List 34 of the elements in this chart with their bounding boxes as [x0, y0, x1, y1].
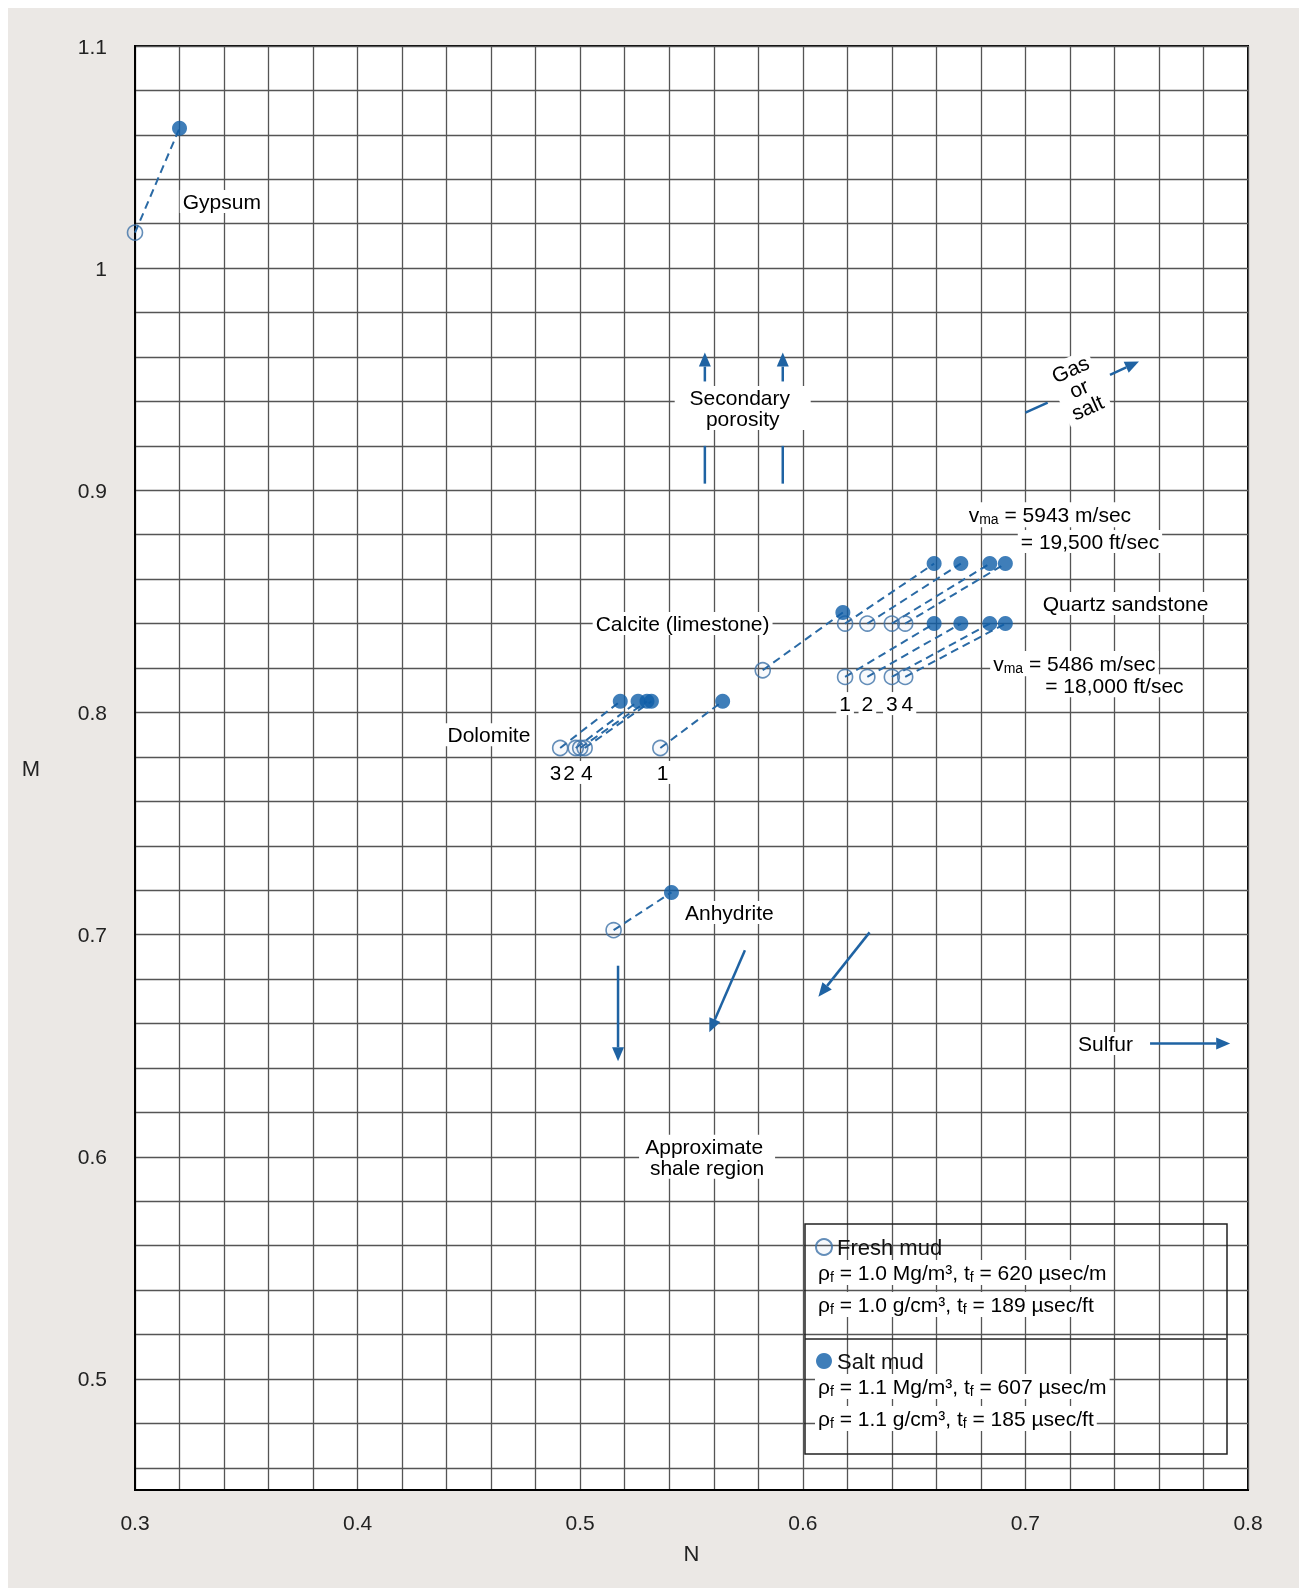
x-tick-label: 0.4: [343, 1511, 373, 1534]
annotation: 3: [886, 692, 898, 716]
y-axis-title: M: [21, 755, 40, 781]
annotation: Sulfur: [1078, 1031, 1133, 1055]
x-tick-label: 0.3: [120, 1511, 150, 1534]
annotation: 1: [656, 760, 669, 784]
annotation: Dolomite: [447, 723, 531, 747]
x-tick-label: 0.7: [1010, 1511, 1040, 1534]
annotation: = 18,000 ft/sec: [1045, 674, 1184, 698]
x-tick-label: 0.5: [565, 1511, 595, 1534]
x-tick-label: 0.8: [1233, 1511, 1263, 1534]
y-tick-label: 0.9: [77, 478, 107, 502]
annotation: Gypsum: [182, 190, 261, 214]
annotation: Calcite (limestone): [595, 612, 770, 636]
x-axis-title: N: [683, 1540, 700, 1566]
y-tick-label: 0.8: [77, 700, 107, 724]
annotation: 4: [901, 692, 914, 716]
y-tick-label: 0.6: [77, 1145, 107, 1169]
y-tick-label: 0.7: [77, 923, 107, 947]
annotation: 2: [563, 760, 575, 784]
y-tick-label: 1: [95, 256, 107, 280]
y-tick-label: 0.5: [77, 1367, 107, 1391]
annotation: Anhydrite: [684, 900, 774, 924]
annotation: Approximate shale region: [645, 1134, 769, 1179]
annotation: Secondary porosity: [689, 386, 796, 431]
annotation: Quartz sandstone: [1042, 592, 1209, 616]
annotation: 2: [861, 692, 874, 716]
annotation: Gas or salt: [1047, 350, 1108, 425]
annotation: 3: [549, 760, 562, 784]
annotation: 1: [839, 692, 851, 716]
y-tick-label: 1.1: [77, 34, 107, 58]
annotation: = 19,500 ft/sec: [1020, 529, 1160, 553]
x-tick-label: 0.6: [788, 1511, 818, 1534]
annotation: 4: [581, 760, 594, 784]
